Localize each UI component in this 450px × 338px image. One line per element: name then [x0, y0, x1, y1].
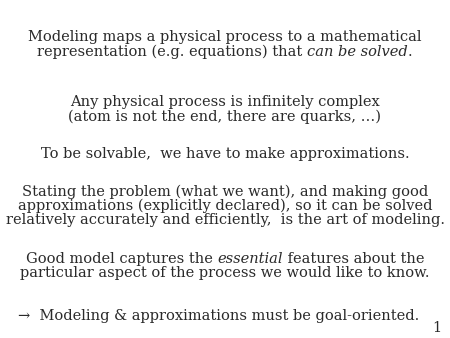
Text: representation (e.g. equations) that: representation (e.g. equations) that — [37, 45, 307, 59]
Text: (atom is not the end, there are quarks, …): (atom is not the end, there are quarks, … — [68, 109, 382, 123]
Text: Stating the problem (what we want), and making good: Stating the problem (what we want), and … — [22, 184, 428, 199]
Text: can be solved: can be solved — [307, 45, 408, 59]
Text: Good model captures the: Good model captures the — [26, 252, 217, 266]
Text: Any physical process is infinitely complex: Any physical process is infinitely compl… — [70, 95, 380, 108]
Text: To be solvable,  we have to make approximations.: To be solvable, we have to make approxim… — [40, 147, 410, 161]
Text: →  Modeling & approximations must be goal-oriented.: → Modeling & approximations must be goal… — [18, 309, 419, 323]
Text: Modeling maps a physical process to a mathematical: Modeling maps a physical process to a ma… — [28, 30, 422, 44]
Text: relatively accurately and efficiently,  is the art of modeling.: relatively accurately and efficiently, i… — [5, 213, 445, 227]
Text: .: . — [408, 45, 413, 59]
Text: features about the: features about the — [283, 252, 424, 266]
Text: 1: 1 — [432, 321, 441, 335]
Text: essential: essential — [217, 252, 283, 266]
Text: particular aspect of the process we would like to know.: particular aspect of the process we woul… — [20, 266, 430, 280]
Text: approximations (explicitly declared), so it can be solved: approximations (explicitly declared), so… — [18, 199, 432, 213]
